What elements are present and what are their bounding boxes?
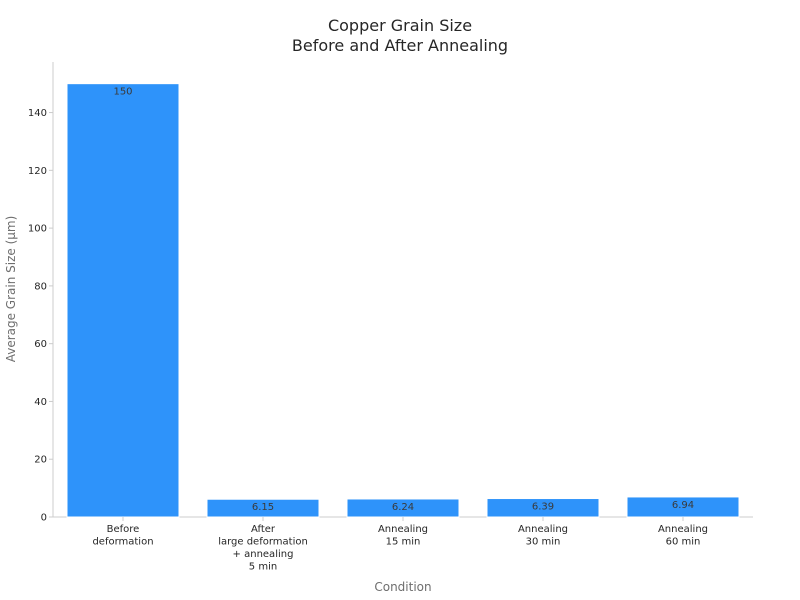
x-tick-label-1: Before deformation bbox=[92, 524, 153, 548]
x-tick-label-3: Annealing 15 min bbox=[378, 524, 428, 548]
bar-value-label-5: 6.94 bbox=[672, 500, 694, 511]
x-tick-label-2: After large deformation + annealing 5 min bbox=[218, 524, 308, 573]
y-tick-label-80: 80 bbox=[34, 281, 47, 292]
bar-1 bbox=[66, 83, 180, 518]
y-tick-label-140: 140 bbox=[28, 108, 47, 119]
bar-value-label-4: 6.39 bbox=[532, 502, 554, 513]
y-axis-label: Average Grain Size (μm) bbox=[4, 216, 18, 363]
bar-value-label-2: 6.15 bbox=[252, 502, 274, 513]
bar-value-label-1: 150 bbox=[113, 87, 132, 98]
y-tick-label-40: 40 bbox=[34, 397, 47, 408]
y-tick-label-60: 60 bbox=[34, 339, 47, 350]
bar-value-label-3: 6.24 bbox=[392, 502, 414, 513]
chart-title-line-2: Before and After Annealing bbox=[292, 36, 508, 55]
bars-group: 150 6.15 6.24 6.39 6.94 bbox=[66, 83, 740, 518]
x-tick-label-5: Annealing 60 min bbox=[658, 524, 708, 548]
chart-title-line-1: Copper Grain Size bbox=[328, 16, 472, 35]
y-tick-label-20: 20 bbox=[34, 455, 47, 466]
x-axis-label: Condition bbox=[374, 580, 431, 594]
y-tick-label-100: 100 bbox=[28, 224, 47, 235]
y-tick-label-0: 0 bbox=[41, 513, 47, 524]
y-ticks-group: 0 20 40 60 80 100 120 140 bbox=[28, 108, 53, 524]
y-tick-label-120: 120 bbox=[28, 166, 47, 177]
x-ticks-group: Before deformation After large deformation +… bbox=[92, 517, 708, 573]
x-tick-label-4: Annealing 30 min bbox=[518, 524, 568, 548]
